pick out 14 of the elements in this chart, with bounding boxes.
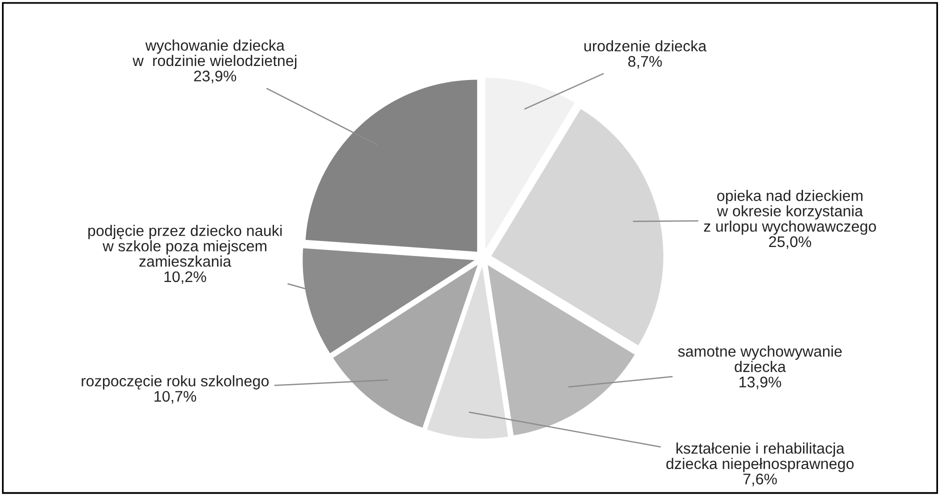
data-label: 10,2% <box>164 271 206 284</box>
slice-label: rozpoczęcie roku szkolnego <box>82 375 269 390</box>
slice-label: wychowanie dziecka w rodzinie wielodzietnej <box>132 40 296 70</box>
data-label: 23,9% <box>194 70 236 84</box>
data-label: 13,9% <box>740 376 782 390</box>
data-label: 8,7% <box>628 56 662 69</box>
slice-label: urodzenie dziecka <box>584 40 707 52</box>
slice-label: samotne wychowywanie dziecka <box>678 346 842 372</box>
data-label: 7,6% <box>743 474 777 486</box>
data-label: 25,0% <box>769 236 812 249</box>
data-label: 10,7% <box>154 390 196 404</box>
slice-label: opieka nad dzieckiem w okresie korzystania z urlopu wychowawczego <box>704 190 876 235</box>
slice-label: podjęcie przez dziecko nauki w szkole poza miejscem zamieszkania <box>88 224 282 267</box>
slice-label: kształcenie i rehabilitacja dziecka niepełnosprawnego <box>666 442 854 472</box>
